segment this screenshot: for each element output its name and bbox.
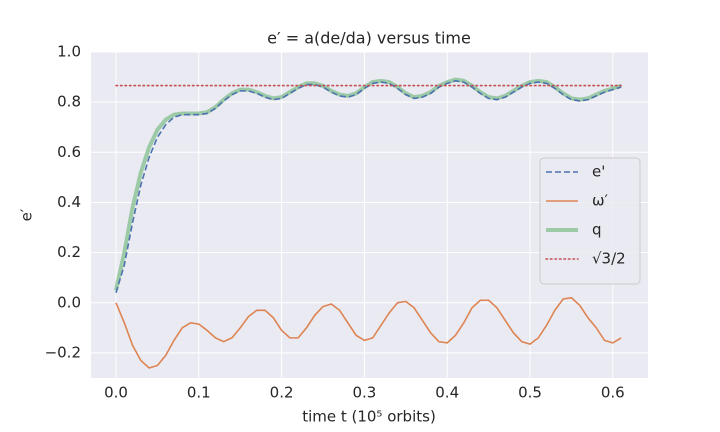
- y-tick-label: 0.0: [57, 293, 81, 311]
- y-tick-label: 0.4: [57, 193, 81, 211]
- y-tick-label: 0.2: [57, 243, 81, 261]
- legend-label: q: [592, 221, 602, 239]
- legend-box: [539, 157, 641, 285]
- series-line: [115, 296, 622, 369]
- x-tick-label: 0.4: [435, 384, 459, 402]
- y-tick-label: 0.8: [57, 93, 81, 111]
- x-tick-label: 0.3: [352, 384, 376, 402]
- y-tick-label: 1.0: [57, 43, 81, 61]
- legend-label: √3/2: [592, 250, 626, 268]
- y-axis-label: e′: [18, 208, 36, 221]
- series-line: [114, 77, 622, 291]
- legend-label: ω′: [592, 192, 609, 210]
- x-tick-label: 0.0: [104, 384, 128, 402]
- x-tick-label: 0.5: [518, 384, 542, 402]
- x-axis-label: time t (10⁵ orbits): [302, 408, 436, 426]
- chart-title: e′ = a(de/da) versus time: [267, 29, 471, 48]
- legend-label: e': [592, 163, 605, 181]
- x-tick-label: 0.1: [187, 384, 211, 402]
- y-tick-label: 0.6: [57, 143, 81, 161]
- y-tick-label: −0.2: [45, 343, 81, 361]
- x-tick-label: 0.6: [601, 384, 625, 402]
- x-tick-label: 0.2: [270, 384, 294, 402]
